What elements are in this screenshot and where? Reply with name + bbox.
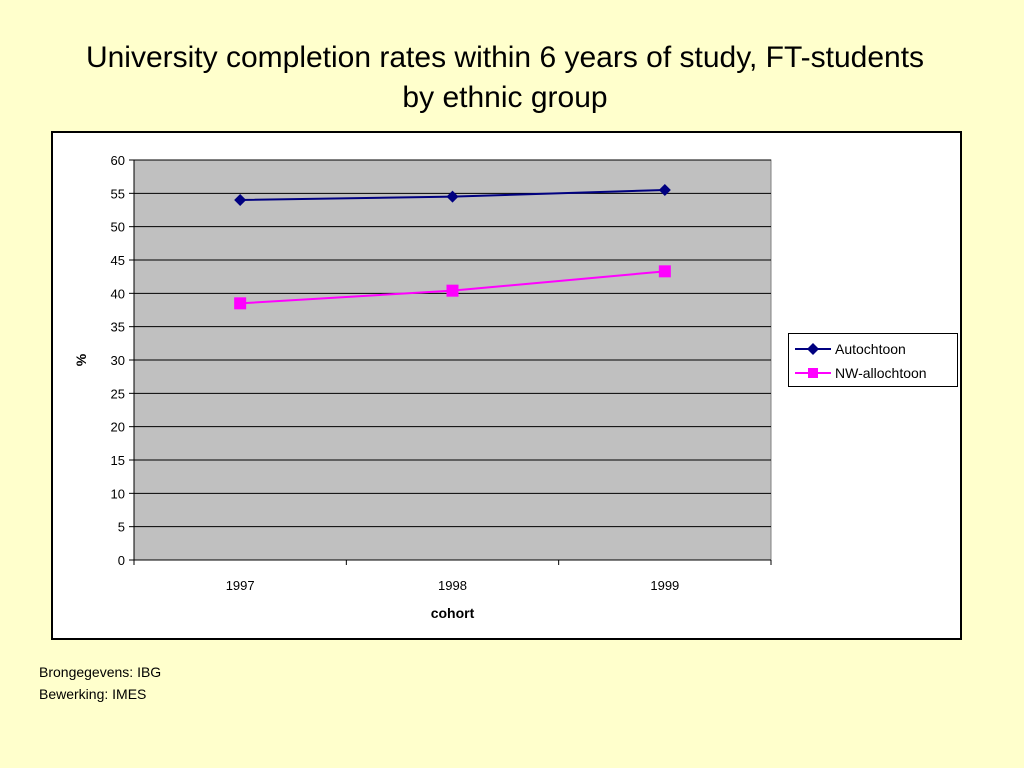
title-line-2: by ethnic group (402, 81, 608, 114)
x-tick-label: 1997 (226, 578, 255, 593)
slide-title: University completion rates within 6 yea… (0, 38, 1010, 118)
y-tick-label: 5 (118, 520, 125, 535)
y-tick-label: 0 (118, 553, 125, 568)
title-line-1: University completion rates within 6 yea… (85, 41, 925, 74)
y-tick-label: 10 (111, 486, 125, 501)
chart-legend: Autochtoon NW-allochtoon (788, 333, 958, 387)
data-point-nw-allochtoon (446, 284, 459, 297)
y-tick-label: 40 (111, 286, 125, 301)
data-point-autochtoon (446, 190, 459, 203)
y-tick-label: 55 (111, 186, 125, 201)
y-tick-label: 30 (111, 353, 125, 368)
legend-label-nw-allochtoon: NW-allochtoon (835, 365, 927, 381)
legend-item-autochtoon: Autochtoon (789, 339, 957, 359)
legend-label-autochtoon: Autochtoon (835, 341, 906, 357)
chart-frame: 0 5 10 15 20 25 30 35 40 45 50 55 60 1997 1998 1999 coho… (51, 131, 962, 640)
y-tick-label: 45 (111, 253, 125, 268)
legend-swatch-nw-allochtoon (795, 368, 831, 378)
y-tick-label: 15 (111, 453, 125, 468)
source-note-processing: Bewerking: IMES (39, 686, 147, 702)
x-tick-label: 1999 (650, 578, 679, 593)
x-tick-label: 1998 (438, 578, 467, 593)
data-point-autochtoon (658, 184, 671, 196)
line-chart: 0 5 10 15 20 25 30 35 40 45 50 55 60 1997 1998 1999 coho… (73, 153, 772, 621)
y-tick-label: 50 (111, 220, 125, 235)
x-axis-title: cohort (431, 605, 475, 621)
y-tick-label: 25 (111, 386, 125, 401)
data-point-nw-allochtoon (234, 297, 247, 310)
y-axis-title: % (73, 353, 89, 366)
data-point-nw-allochtoon (658, 265, 671, 278)
source-note-data: Brongegevens: IBG (39, 664, 162, 680)
legend-item-nw-allochtoon: NW-allochtoon (789, 363, 957, 383)
data-point-autochtoon (234, 194, 247, 206)
y-tick-label: 20 (111, 420, 125, 435)
y-tick-label: 35 (111, 320, 125, 335)
legend-swatch-autochtoon (795, 343, 831, 355)
y-tick-label: 60 (111, 153, 125, 168)
source-notes: Brongegevens: IBG Bewerking: IMES (39, 661, 161, 705)
